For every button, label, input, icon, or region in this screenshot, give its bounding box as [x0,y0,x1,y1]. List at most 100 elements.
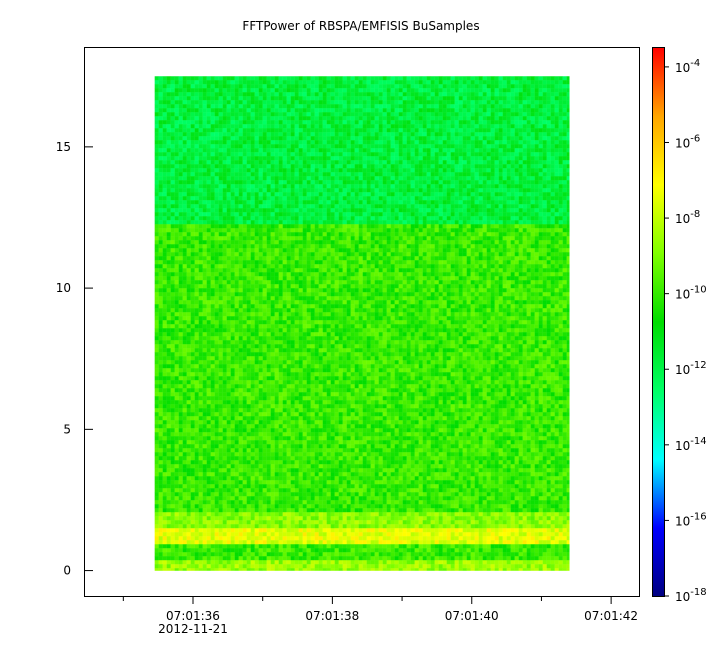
heatmap-cell [430,100,435,105]
heatmap-cell [326,156,331,161]
heatmap-cell [438,144,443,149]
heatmap-cell [158,184,163,189]
heatmap-cell [266,160,271,165]
heatmap-cell [170,120,175,125]
heatmap-cell [542,108,547,113]
heatmap-cell [446,96,451,101]
heatmap-cell [406,264,411,269]
heatmap-cell [370,108,375,113]
heatmap-cell [550,232,555,237]
heatmap-cell [490,180,495,185]
heatmap-cell [342,104,347,109]
heatmap-cell [394,188,399,193]
heatmap-cell [218,180,223,185]
heatmap-cell [534,216,539,221]
heatmap-cell [322,168,327,173]
heatmap-cell [498,192,503,197]
heatmap-cell [518,248,523,253]
heatmap-cell [502,76,507,81]
heatmap-cell [314,256,319,261]
heatmap-cell [430,256,435,261]
heatmap-cell [414,76,419,81]
heatmap-cell [254,180,259,185]
heatmap-cell [186,176,191,181]
heatmap-cell [446,88,451,93]
heatmap-cell [246,176,251,181]
heatmap-cell [278,160,283,165]
heatmap-cell [166,144,171,149]
heatmap-cell [226,192,231,197]
heatmap-cell [426,124,431,129]
heatmap-cell [170,80,175,85]
heatmap-cell [566,112,570,117]
heatmap-cell [378,104,383,109]
heatmap-cell [382,220,387,225]
heatmap-cell [402,252,407,257]
heatmap-cell [282,188,287,193]
heatmap-cell [478,252,483,257]
heatmap-cell [170,84,175,89]
heatmap-cell [354,156,359,161]
heatmap-cell [454,88,459,93]
heatmap-cell [258,224,263,229]
heatmap-cell [514,224,519,229]
heatmap-cell [182,164,187,169]
heatmap-cell [466,228,471,233]
heatmap-cell [190,236,195,241]
heatmap-cell [270,84,275,89]
heatmap-cell [334,132,339,137]
heatmap-cell [402,156,407,161]
heatmap-cell [566,208,570,213]
heatmap-cell [154,196,159,201]
heatmap-cell [310,260,315,265]
heatmap-cell [378,100,383,105]
heatmap-cell [282,76,287,81]
heatmap-cell [494,124,499,129]
heatmap-cell [450,212,455,217]
heatmap-cell [386,196,391,201]
heatmap-cell [246,148,251,153]
heatmap-cell [538,84,543,89]
heatmap-cell [410,104,415,109]
heatmap-cell [394,128,399,133]
heatmap-cell [234,88,239,93]
heatmap-cell [234,220,239,225]
heatmap-cell [430,264,435,269]
heatmap-cell [442,220,447,225]
heatmap-cell [442,140,447,145]
heatmap-cell [554,120,559,125]
heatmap-cell [214,108,219,113]
heatmap-cell [502,216,507,221]
heatmap-cell [306,176,311,181]
heatmap-cell [550,112,555,117]
heatmap-cell [170,220,175,225]
heatmap-cell [522,180,527,185]
heatmap-cell [294,164,299,169]
heatmap-cell [254,184,259,189]
heatmap-cell [546,136,551,141]
heatmap-cell [246,168,251,173]
heatmap-cell [506,152,511,157]
heatmap-cell [262,232,267,237]
heatmap-cell [322,80,327,85]
heatmap-cell [326,92,331,97]
heatmap-cell [206,204,211,209]
heatmap-cell [446,156,451,161]
heatmap-cell [222,148,227,153]
heatmap-cell [230,116,235,121]
heatmap-cell [230,180,235,185]
heatmap-cell [530,140,535,145]
heatmap-cell [302,144,307,149]
heatmap-cell [246,244,251,249]
heatmap-cell [278,180,283,185]
heatmap-cell [378,76,383,81]
heatmap-cell [566,164,570,169]
heatmap-cell [462,216,467,221]
heatmap-cell [362,180,367,185]
heatmap-cell [554,236,559,241]
heatmap-cell [454,192,459,197]
heatmap-cell [322,176,327,181]
heatmap-cell [198,264,203,269]
heatmap-cell [182,228,187,233]
heatmap-cell [410,228,415,233]
